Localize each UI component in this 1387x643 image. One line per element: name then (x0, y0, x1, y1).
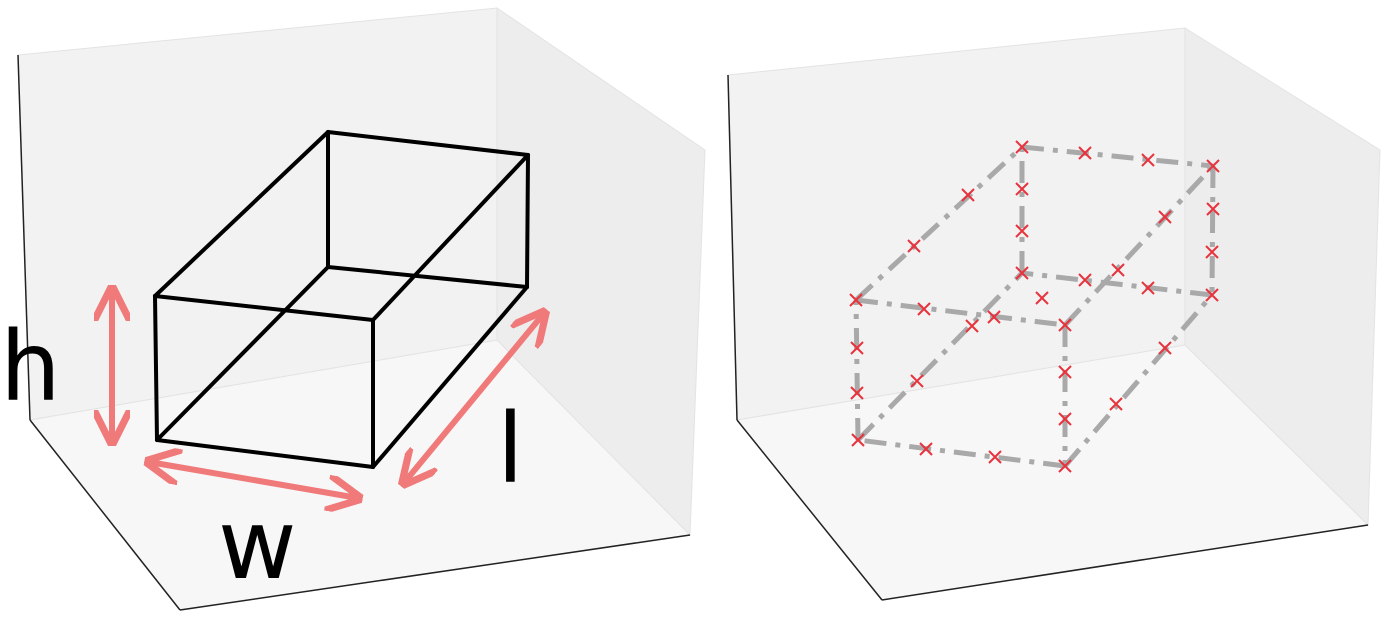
sample-point-markers (849, 140, 1220, 473)
sample-point-marker (849, 293, 863, 307)
box-edge (326, 265, 529, 289)
sample-point-marker (1058, 318, 1072, 332)
sample-point-marker (919, 442, 933, 456)
sample-point-marker (1109, 397, 1123, 411)
sample-point-marker (1141, 281, 1155, 295)
sample-point-marker (850, 341, 864, 355)
sample-point-marker (987, 310, 1001, 324)
sample-point-marker (851, 433, 865, 447)
sample-point-marker (1158, 341, 1172, 355)
right-axis-line-floor (881, 524, 1369, 601)
left-axis-line-floor (179, 534, 691, 611)
box-edge (155, 265, 330, 442)
box-edge (371, 153, 530, 322)
length-arrow (408, 318, 540, 478)
sample-point-marker (1078, 273, 1092, 287)
dashed-box-edge (1021, 144, 1214, 169)
box-edge (153, 294, 375, 322)
box-edge (153, 130, 330, 298)
sample-point-marker (988, 450, 1002, 464)
sample-point-marker (1205, 288, 1219, 302)
sample-point-marker (1111, 263, 1125, 277)
sample-point-marker (1058, 365, 1072, 379)
sample-point-marker (910, 374, 924, 388)
sample-point-marker (1015, 266, 1029, 280)
sample-point-marker (1035, 291, 1049, 305)
left-axis-line-diagonal (29, 419, 181, 611)
sample-point-marker (1058, 412, 1072, 426)
sample-point-marker (1015, 140, 1029, 154)
dashed-box-edge (857, 437, 1066, 469)
length-label: l (497, 393, 524, 505)
dashed-box-edge (856, 271, 1024, 442)
sample-point-marker (1015, 224, 1029, 238)
sample-point-marker (1058, 459, 1072, 473)
right-axis-line-diagonal (736, 419, 883, 601)
sample-point-marker (961, 188, 975, 202)
height-label: h (0, 311, 61, 423)
width-label: w (218, 489, 297, 601)
right-axes-panes (727, 27, 1381, 601)
dashed-box-edge (854, 145, 1024, 302)
dimension-arrows (112, 296, 540, 497)
box-edge (326, 130, 530, 157)
dashed-box-edge (1209, 165, 1216, 296)
dashed-box-edge (1063, 293, 1214, 468)
sample-point-marker (1141, 153, 1155, 167)
width-arrow (155, 463, 352, 497)
box-edge (153, 294, 159, 442)
sample-point-marker (1206, 202, 1220, 216)
dashed-box-edge (855, 297, 1066, 328)
left-panel: h w l (0, 7, 706, 611)
sample-point-marker (1158, 210, 1172, 224)
left-axes-panes (17, 7, 706, 611)
sample-point-marker (965, 319, 979, 333)
sample-point-marker (1206, 159, 1220, 173)
dashed-box-edge (1021, 270, 1213, 298)
dashed-box-edge (1063, 164, 1215, 327)
right-axis-line-vertical (727, 74, 738, 421)
sample-point-marker (1205, 245, 1219, 259)
sample-point-marker (907, 239, 921, 253)
sample-point-marker (1015, 182, 1029, 196)
sample-point-marker (917, 302, 931, 316)
sample-point-marker (850, 386, 864, 400)
right-panel (727, 27, 1381, 601)
box-edge (525, 153, 530, 289)
sample-point-marker (1078, 146, 1092, 160)
dashed-box-wireframe (853, 144, 1216, 469)
left-axis-line-vertical (17, 54, 31, 421)
